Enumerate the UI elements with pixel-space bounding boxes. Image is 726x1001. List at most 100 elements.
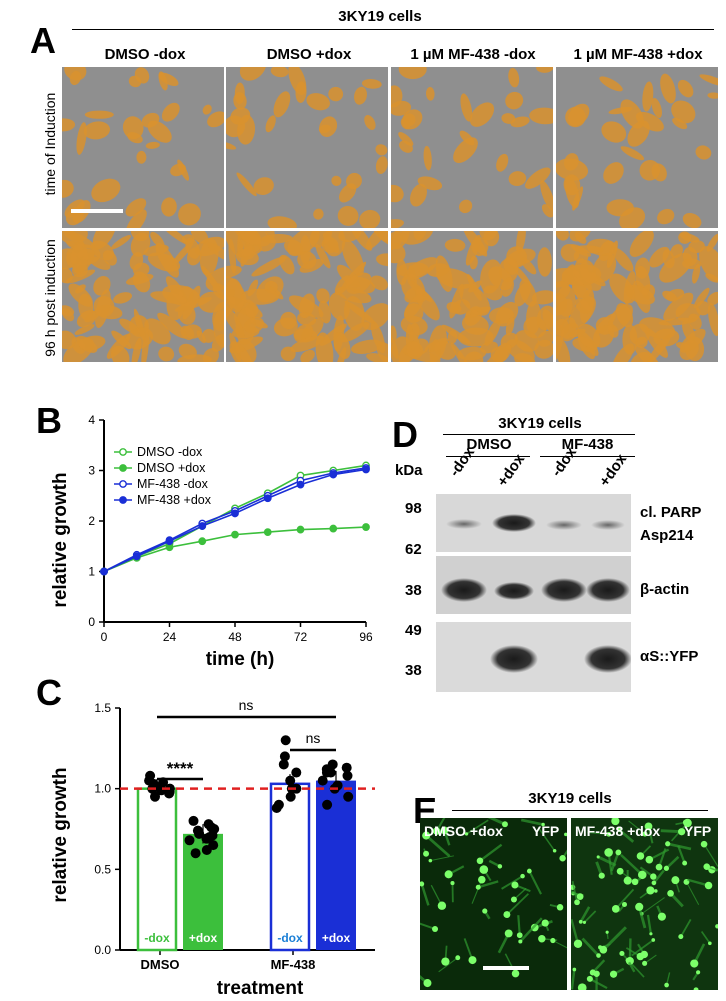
cell-blob <box>91 178 121 203</box>
fluorescent-spot <box>596 855 600 859</box>
panel-d-title: 3KY19 cells <box>498 415 582 432</box>
cell-blob <box>489 307 514 324</box>
fluorescent-spot <box>619 950 625 957</box>
cell-blob <box>202 104 212 115</box>
fluorescent-spot <box>646 886 655 895</box>
cell-blob <box>569 231 592 242</box>
panel-d-group-dmso-rule <box>446 456 530 457</box>
fluorescent-spot <box>504 929 513 938</box>
bar-3 <box>316 780 356 950</box>
fluorescent-spot <box>503 911 511 919</box>
fluorescent-spot <box>703 863 711 870</box>
cell-blob <box>534 339 553 359</box>
fluorescent-spot <box>497 864 503 869</box>
growth-line-chart: 0 1 2 3 4 0 24 48 72 96 DMSO -dox DMSO +dox MF-438 … <box>50 413 373 670</box>
fluorescent-spot <box>617 827 622 832</box>
fluorescent-spot <box>621 901 628 907</box>
fluorescent-spot <box>678 934 684 940</box>
cell-blob <box>346 172 362 190</box>
chart-b-ytick-label: 3 <box>88 464 95 478</box>
cell-blob <box>180 325 195 340</box>
cell-blob <box>315 244 331 269</box>
cell-blob <box>93 295 115 317</box>
fluorescent-spot <box>651 938 656 942</box>
cell-blob <box>425 87 435 101</box>
cell-blob <box>338 231 362 242</box>
data-point <box>271 803 282 814</box>
fluorescent-spot <box>611 905 620 913</box>
chart-b-xlabel: time (h) <box>206 649 275 670</box>
western-blot <box>436 494 631 692</box>
cell-blob <box>679 340 699 360</box>
fluorescent-spot <box>576 893 584 900</box>
panel-a-col-4: 1 µM MF-438 +dox <box>573 46 703 63</box>
cell-blob <box>458 327 494 347</box>
fluorescent-spot <box>437 901 447 910</box>
neurite <box>646 914 653 934</box>
cell-blob <box>468 280 482 293</box>
cell-blob <box>132 271 151 293</box>
cell-blob <box>496 153 509 172</box>
series-point-3 <box>362 465 370 474</box>
fluorescent-spot <box>704 881 713 890</box>
fluor-scale-bar <box>483 966 529 970</box>
series-point-3 <box>132 552 141 561</box>
cell-blob <box>267 216 297 228</box>
cell-blob <box>663 292 694 322</box>
cell-blob <box>531 290 553 305</box>
neurite <box>677 845 686 864</box>
band-parp-3 <box>546 520 582 530</box>
fluorescent-spot <box>616 867 624 875</box>
panel-d-group-mf438-rule <box>540 456 635 457</box>
cell-blob <box>612 343 634 362</box>
cell-blob <box>336 286 372 304</box>
cell-blob <box>415 288 440 321</box>
neurite <box>610 818 616 822</box>
cell-blob <box>662 290 678 302</box>
chart-c-ytick-label: 0.0 <box>94 943 111 957</box>
fluor-channel-mf438: YFP <box>684 823 712 839</box>
cell-blob <box>318 300 331 324</box>
fluorescent-spot <box>420 881 425 887</box>
cell-blob <box>297 251 317 269</box>
neurite <box>571 881 578 903</box>
cell-blob <box>344 296 365 331</box>
band-yfp-2 <box>490 645 538 673</box>
fluorescent-spot <box>654 889 658 893</box>
neurite <box>501 875 524 890</box>
fluorescent-spot <box>440 826 449 835</box>
cell-blob <box>601 121 627 143</box>
cell-blob <box>699 246 718 282</box>
neurite <box>519 917 543 943</box>
micrograph-r2-c3 <box>391 231 553 362</box>
panel-a-row-2-label: 96 h post induction <box>42 239 58 357</box>
fluorescent-spot <box>582 920 587 924</box>
cell-blob <box>62 118 76 132</box>
data-point <box>206 822 217 833</box>
cell-blob <box>556 298 573 332</box>
data-point <box>150 791 160 802</box>
cell-blob <box>606 240 618 269</box>
neurite <box>571 969 576 990</box>
fluorescent-spot <box>715 924 718 929</box>
chart-b-ylabel: relative growth <box>50 472 71 607</box>
cell-blob <box>457 346 487 361</box>
cell-blob <box>251 256 287 277</box>
panel-label-d: D <box>392 414 418 455</box>
cell-blob <box>629 323 651 345</box>
cell-blob <box>147 120 172 143</box>
band-actin-4 <box>586 578 630 602</box>
cell-blob <box>102 250 117 266</box>
panel-a-row-1-label: time of Induction <box>42 92 58 196</box>
fluorescent-spot <box>468 956 477 965</box>
series-point-3 <box>165 537 174 546</box>
data-point <box>201 833 212 844</box>
neurite <box>520 818 544 826</box>
fluorescent-spot <box>511 881 519 889</box>
sig-label-ns-mf: ns <box>306 730 321 746</box>
fluorescent-spot <box>606 831 612 837</box>
cell-blob <box>556 231 569 241</box>
cell-blob <box>359 209 381 228</box>
fluorescent-spot <box>596 953 601 958</box>
cell-blob <box>569 296 596 329</box>
